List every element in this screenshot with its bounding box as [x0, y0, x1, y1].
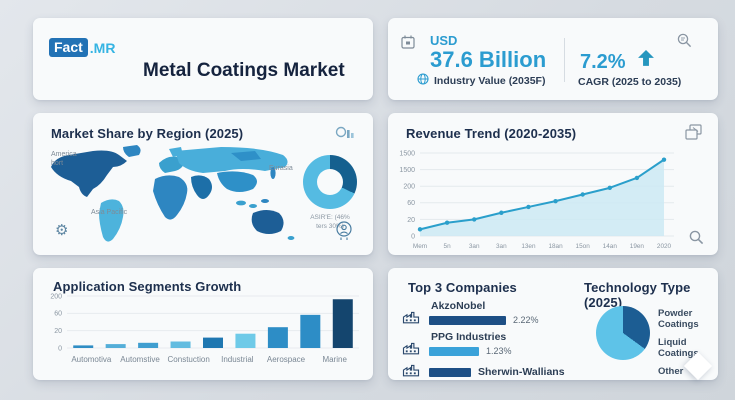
company-share-value: 1.23%: [486, 346, 512, 356]
calendar-icon: [401, 35, 415, 49]
region-card-title: Market Share by Region (2025): [51, 126, 244, 141]
svg-text:19en: 19en: [630, 243, 645, 250]
svg-text:15on: 15on: [576, 243, 591, 250]
company-name: Sherwin-Wallians: [478, 366, 565, 378]
svg-text:3an: 3an: [496, 243, 507, 250]
arrow-up-icon: [638, 50, 654, 66]
legend-item: Other: [658, 366, 684, 377]
svg-text:14an: 14an: [603, 243, 618, 250]
company-name: AkzoNobel: [431, 300, 486, 312]
factory-icon: [402, 364, 420, 377]
svg-text:200: 200: [403, 184, 415, 191]
segments-card-title: Application Segments Growth: [53, 279, 242, 294]
svg-text:200: 200: [50, 293, 62, 300]
company-share-value: 2.22%: [513, 315, 539, 325]
svg-text:2020: 2020: [657, 243, 672, 250]
company-row: AkzoNobel 2.22%: [402, 300, 578, 325]
factory-icon: [402, 311, 420, 324]
svg-text:Automotiva: Automotiva: [71, 355, 112, 364]
svg-text:1500: 1500: [399, 167, 415, 174]
technology-legend: Powder Coatings Liquid Coatings Other: [658, 308, 718, 384]
map-label-america: America hort: [51, 151, 77, 167]
company-share-bar: [429, 346, 479, 356]
legend-item: Powder Coatings: [658, 308, 699, 330]
svg-text:0: 0: [58, 345, 62, 352]
gear-icon: ⚙: [55, 222, 69, 239]
company-row: PPG Industries 1.23%: [402, 331, 578, 356]
legend-item: Liquid Coatings: [658, 337, 699, 359]
svg-text:Marine: Marine: [322, 355, 347, 364]
cagr-value: 7.2%: [580, 51, 626, 73]
svg-text:20: 20: [407, 217, 415, 224]
map-label-asia-pacific: Asia Pacific: [91, 209, 128, 216]
svg-text:Industrial: Industrial: [221, 355, 254, 364]
company-share-bar: [429, 315, 506, 325]
factory-icon: [402, 342, 420, 355]
svg-text:Constuction: Constuction: [168, 355, 210, 364]
globe-icon: [417, 73, 429, 85]
svg-text:5n: 5n: [444, 243, 452, 250]
technology-title: Technology Type (2025): [584, 280, 691, 310]
svg-text:60: 60: [407, 200, 415, 207]
technology-pie-chart: [596, 306, 650, 360]
application-segments-card: Application Segments Growth 200 60 20 0 Auto…: [33, 268, 373, 380]
region-share-card: Market Share by Region (2025): [33, 113, 373, 255]
company-share-bar: [429, 367, 471, 377]
brand-logo: Fact .MR: [49, 38, 115, 57]
copy-icon: [685, 124, 702, 140]
svg-text:3an: 3an: [469, 243, 480, 250]
company-name: PPG Industries: [431, 331, 507, 343]
chart-icon: [335, 126, 354, 138]
revenue-trend-card: Revenue Trend (2020-2035) 1500 1500 200 60 2…: [388, 113, 718, 255]
logo-mr-text: .MR: [89, 39, 116, 56]
companies-title: Top 3 Companies: [408, 280, 517, 295]
svg-text:60: 60: [54, 311, 62, 318]
brand-card: Fact .MR Metal Coatings Market: [33, 18, 373, 100]
person-icon: [336, 221, 352, 240]
search-icon: [677, 33, 692, 48]
svg-text:20: 20: [54, 328, 62, 335]
world-map: [51, 145, 295, 242]
svg-text:Aerospace: Aerospace: [267, 355, 306, 364]
donut-caption: ASIR'E: (46% ters 30%): [310, 214, 350, 231]
page-title: Metal Coatings Market: [143, 60, 345, 81]
region-share-donut-chart: [303, 155, 357, 209]
company-row: Sherwin-Wallians: [402, 362, 578, 378]
industry-value-caption: Industry Value (2035F): [434, 75, 546, 87]
cagr-caption: CAGR (2025 to 2035): [578, 76, 682, 88]
svg-text:1500: 1500: [399, 150, 415, 157]
donut-hole: [317, 169, 343, 195]
svg-text:0: 0: [411, 233, 415, 240]
revenue-card-title: Revenue Trend (2020-2035): [406, 126, 577, 141]
stats-divider: [564, 38, 565, 82]
logo-fact-badge: Fact: [49, 38, 88, 57]
svg-text:Mem: Mem: [413, 243, 427, 250]
companies-technology-card: Top 3 Companies AkzoNobel 2.22% PPG Indust…: [388, 268, 718, 380]
industry-value: 37.6 Billion: [430, 47, 547, 72]
stats-card: USD 37.6 Billion Industry Value (2035F) …: [388, 18, 718, 100]
svg-text:Automstive: Automstive: [120, 355, 160, 364]
currency-label: USD: [430, 33, 458, 48]
svg-text:13en: 13en: [521, 243, 536, 250]
company-list: AkzoNobel 2.22% PPG Industries 1.23% Sherwin…: [402, 300, 578, 384]
map-label-eurasia: Eurasia: [269, 165, 293, 172]
svg-text:18an: 18an: [548, 243, 563, 250]
magnifier-icon: [689, 230, 704, 245]
